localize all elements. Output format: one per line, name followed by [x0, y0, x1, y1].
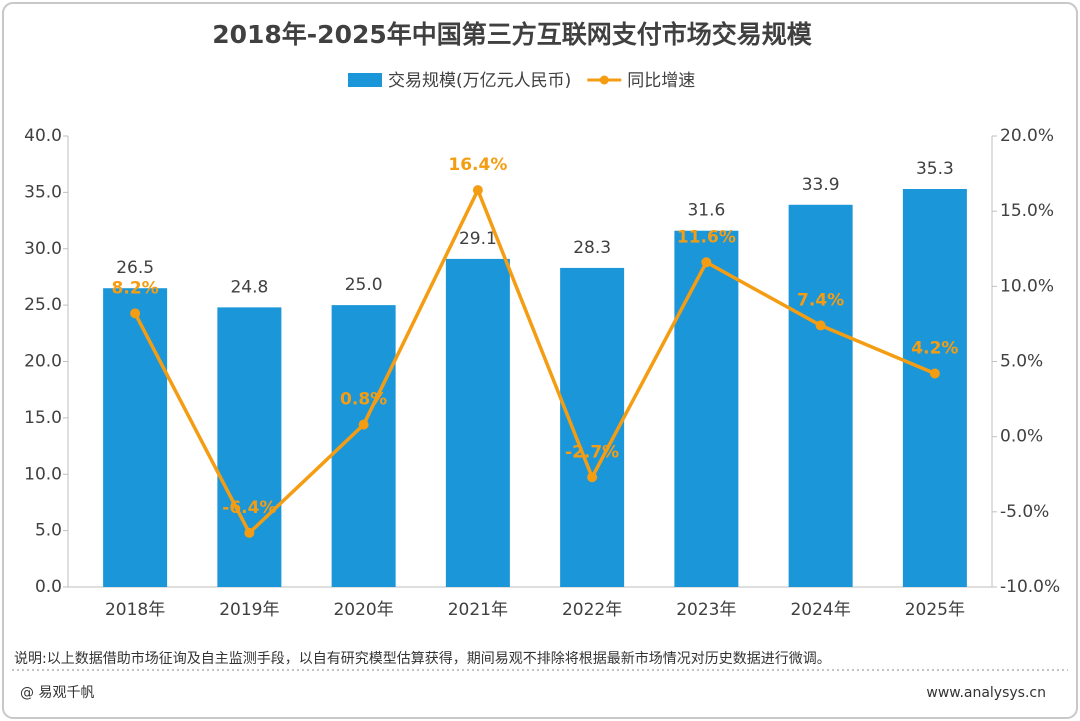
line-point	[358, 419, 369, 430]
bar-value-label: 26.5	[116, 258, 154, 278]
note: 说明:以上数据借助市场征询及自主监测手段，以自有研究模型估算获得，期间易观不排除…	[14, 650, 831, 667]
x-tick-label: 2022年	[562, 600, 622, 620]
bar	[445, 258, 510, 587]
line-point	[244, 527, 255, 538]
line-value-label: 11.6%	[677, 227, 736, 247]
legend-swatch	[599, 75, 609, 85]
y-tick-label: 15.0	[24, 408, 62, 428]
x-tick-label: 2021年	[448, 600, 508, 620]
bar-value-label: 25.0	[345, 275, 383, 295]
y2-tick-label: 20.0%	[1000, 126, 1054, 146]
line-point	[815, 320, 826, 331]
website: www.analysys.cn	[926, 685, 1046, 701]
line-value-label: -6.4%	[222, 498, 276, 518]
y2-tick-label: 15.0%	[1000, 201, 1054, 221]
bar-value-label: 24.8	[230, 277, 268, 297]
line-point	[929, 368, 940, 379]
line-value-label: 4.2%	[911, 339, 958, 359]
x-tick-label: 2024年	[790, 600, 850, 620]
chart-title: 2018年-2025年中国第三方互联网支付市场交易规模	[212, 20, 813, 49]
legend-swatch	[348, 73, 382, 87]
y2-tick-label: -10.0%	[1000, 577, 1060, 597]
source: @ 易观千帆	[20, 685, 94, 701]
bar	[788, 204, 853, 587]
bar	[674, 230, 739, 587]
line-value-label: 8.2%	[112, 278, 159, 298]
x-tick-label: 2020年	[333, 600, 393, 620]
y2-tick-label: -5.0%	[1000, 502, 1049, 522]
bar	[560, 267, 625, 587]
y-tick-label: 20.0	[24, 352, 62, 372]
line-value-label: -2.7%	[565, 442, 619, 462]
y-tick-label: 40.0	[24, 126, 62, 146]
y-tick-label: 25.0	[24, 295, 62, 315]
legend-label: 同比增速	[627, 71, 695, 91]
x-tick-label: 2018年	[105, 600, 165, 620]
line-value-label: 16.4%	[448, 155, 507, 175]
y-tick-label: 5.0	[35, 521, 62, 541]
y2-tick-label: 0.0%	[1000, 427, 1043, 447]
x-tick-label: 2019年	[219, 600, 279, 620]
bar	[103, 288, 168, 587]
bar	[902, 188, 967, 587]
x-tick-label: 2025年	[905, 600, 965, 620]
bar-value-label: 33.9	[802, 175, 840, 195]
x-tick-label: 2023年	[676, 600, 736, 620]
y-tick-label: 30.0	[24, 239, 62, 259]
bar-value-label: 31.6	[687, 201, 725, 221]
bar	[217, 307, 282, 587]
y2-tick-label: 5.0%	[1000, 352, 1043, 372]
bar-value-label: 35.3	[916, 159, 954, 179]
bar-value-label: 28.3	[573, 238, 611, 258]
y2-tick-label: 10.0%	[1000, 276, 1054, 296]
line-point	[701, 257, 712, 268]
y-tick-label: 35.0	[24, 182, 62, 202]
legend-label: 交易规模(万亿元人民币)	[388, 71, 571, 91]
y-tick-label: 0.0	[35, 577, 62, 597]
line-point	[587, 472, 598, 483]
line-point	[130, 308, 141, 319]
line-point	[472, 185, 483, 196]
bar-value-label: 29.1	[459, 229, 497, 249]
line	[133, 185, 936, 536]
line-value-label: 0.8%	[340, 390, 387, 410]
line-value-label: 7.4%	[797, 290, 844, 310]
y-tick-label: 10.0	[24, 464, 62, 484]
